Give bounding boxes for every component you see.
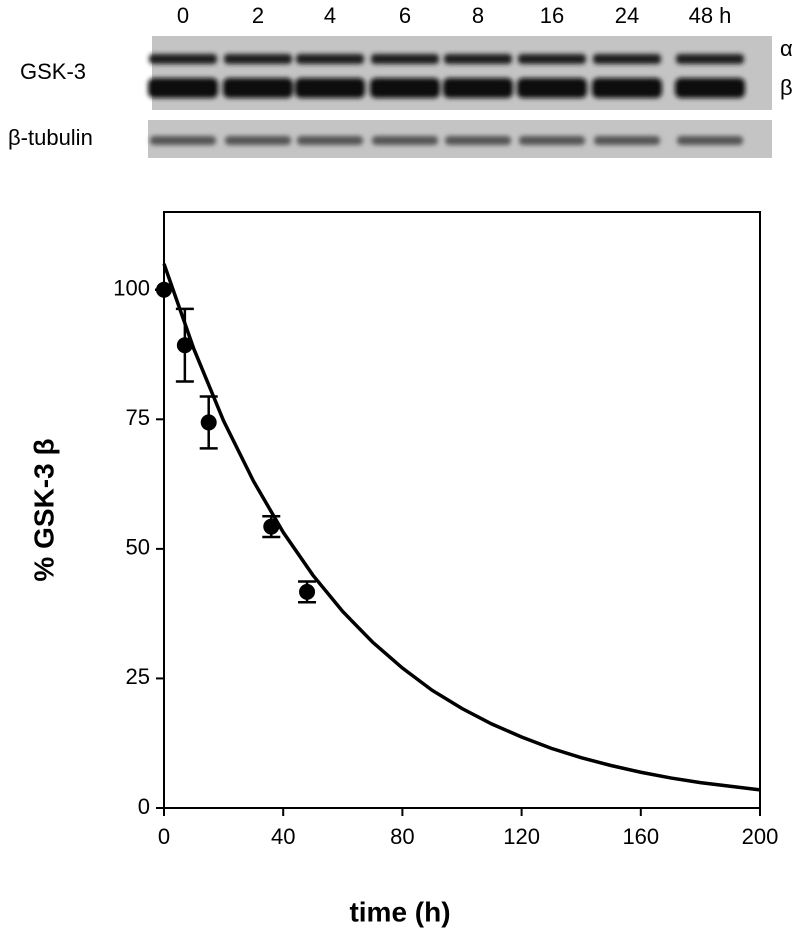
lane-label: 24 — [615, 3, 639, 28]
band-tubulin — [594, 136, 660, 145]
x-tick-label: 160 — [622, 824, 659, 849]
x-tick-label: 120 — [503, 824, 540, 849]
band-tubulin — [225, 136, 291, 145]
x-tick-label: 40 — [271, 824, 295, 849]
y-axis-label: % GSK-3 β — [28, 438, 59, 581]
band-alpha — [371, 54, 439, 64]
band-tubulin — [297, 136, 363, 145]
band-beta — [370, 78, 440, 98]
gsk-label: GSK-3 — [20, 59, 86, 84]
y-tick-label: 50 — [126, 535, 150, 560]
band-tubulin — [372, 136, 438, 145]
x-tick-label: 200 — [742, 824, 779, 849]
band-tubulin — [150, 136, 216, 145]
alpha-label: α — [780, 36, 793, 61]
y-tick-label: 25 — [126, 664, 150, 689]
band-alpha — [518, 54, 586, 64]
band-beta — [592, 78, 662, 98]
band-beta — [223, 78, 293, 98]
x-tick-label: 0 — [158, 824, 170, 849]
band-alpha — [149, 54, 217, 64]
plot-frame — [163, 211, 761, 809]
lane-label: 4 — [324, 3, 336, 28]
tubulin-label: β-tubulin — [8, 125, 93, 150]
band-tubulin — [445, 136, 511, 145]
band-alpha — [296, 54, 364, 64]
band-beta — [295, 78, 365, 98]
lane-label: 6 — [399, 3, 411, 28]
point — [200, 414, 217, 431]
band-tubulin — [519, 136, 585, 145]
band-beta — [443, 78, 513, 98]
point — [263, 518, 280, 535]
beta-label: β — [780, 75, 793, 100]
band-beta — [148, 78, 218, 98]
lane-label: 48 h — [689, 3, 732, 28]
band-beta — [517, 78, 587, 98]
band-alpha — [224, 54, 292, 64]
band-tubulin — [677, 136, 743, 145]
point — [156, 281, 172, 298]
y-tick-label: 0 — [138, 794, 150, 819]
band-alpha — [676, 54, 744, 64]
lane-label: 2 — [252, 3, 264, 28]
band-alpha — [444, 54, 512, 64]
x-axis-label: time (h) — [349, 896, 450, 927]
lane-label: 8 — [472, 3, 484, 28]
x-tick-label: 80 — [390, 824, 414, 849]
y-tick-label: 75 — [126, 405, 150, 430]
point — [176, 337, 193, 354]
bands — [148, 54, 745, 145]
point — [299, 583, 316, 600]
lane-label: 0 — [177, 3, 189, 28]
y-tick-label: 100 — [113, 276, 150, 301]
fit-curve — [162, 263, 761, 792]
band-beta — [675, 78, 745, 98]
lane-label: 16 — [540, 3, 564, 28]
band-alpha — [593, 54, 661, 64]
blot-gsk — [152, 36, 772, 110]
